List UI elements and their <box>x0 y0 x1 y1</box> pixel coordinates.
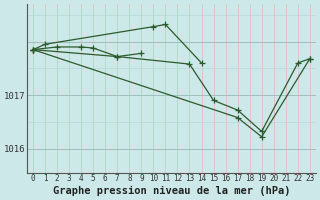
X-axis label: Graphe pression niveau de la mer (hPa): Graphe pression niveau de la mer (hPa) <box>53 186 290 196</box>
